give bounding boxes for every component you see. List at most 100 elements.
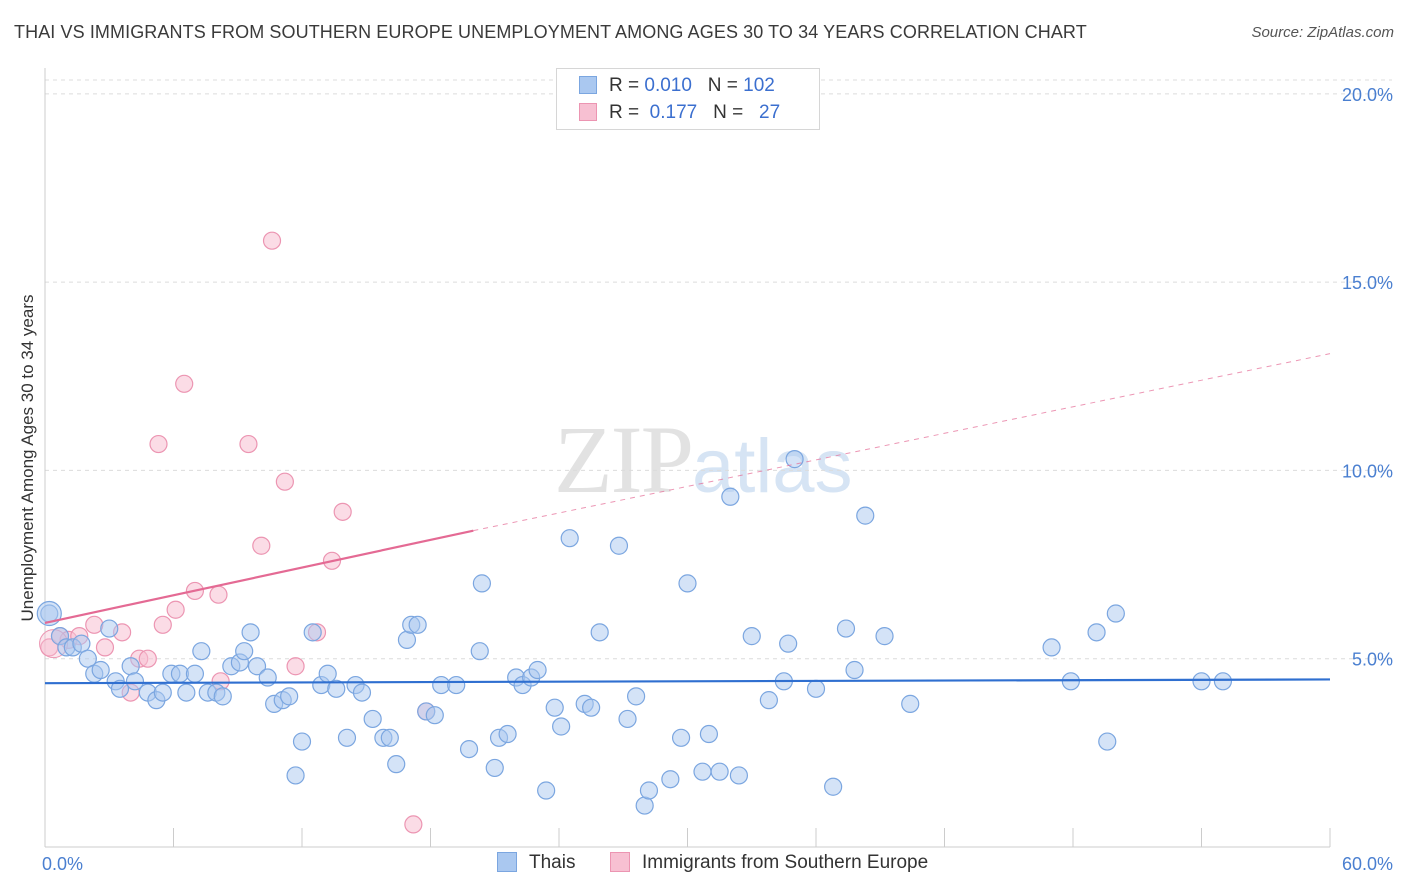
data-point-southern-europe xyxy=(252,536,271,555)
data-point-southern-europe xyxy=(153,615,172,634)
y-tick-label: 15.0% xyxy=(1342,273,1393,293)
legend-n-value: 102 xyxy=(743,75,775,96)
data-point-thais xyxy=(639,781,659,800)
data-point-thais xyxy=(303,623,322,642)
data-point-thais xyxy=(824,777,843,796)
data-point-thais xyxy=(363,709,382,729)
legend-swatch-thais xyxy=(497,852,517,872)
axes xyxy=(44,68,1331,848)
data-point-thais xyxy=(537,781,556,800)
legend-row-southern-europe: R = 0.177 N = 27 xyxy=(579,102,780,126)
chart-title: THAI VS IMMIGRANTS FROM SOUTHERN EUROPE … xyxy=(14,22,1087,42)
data-point-thais xyxy=(545,698,564,717)
trend-line-southern-europe-extended xyxy=(473,353,1331,532)
data-point-thais xyxy=(710,762,729,781)
data-point-thais xyxy=(1061,672,1080,691)
legend-r-label: R = xyxy=(609,75,640,96)
legend-n-label: N = xyxy=(707,75,738,96)
watermark-atlas: atlas xyxy=(692,424,853,509)
data-point-thais xyxy=(292,732,312,751)
data-point-thais xyxy=(699,724,719,744)
legend-swatch-southern-europe xyxy=(579,103,597,121)
data-point-thais xyxy=(1213,672,1233,691)
legend-row-thais: R = 0.010 N = 102 xyxy=(579,75,775,99)
legend-n-label: N = xyxy=(713,102,744,123)
data-point-thais xyxy=(337,728,357,747)
legend-r-value: 0.010 xyxy=(644,75,692,96)
legend-item-southern-europe[interactable]: Immigrants from Southern Europe xyxy=(610,852,928,874)
data-point-thais xyxy=(447,675,466,695)
data-point-thais xyxy=(352,683,372,702)
data-point-southern-europe xyxy=(149,434,168,454)
data-point-thais xyxy=(318,664,337,683)
data-point-thais xyxy=(1042,638,1061,657)
legend-item-thais[interactable]: Thais xyxy=(497,852,575,874)
data-point-thais xyxy=(121,657,140,676)
y-axis-label: Unemployment Among Ages 30 to 34 years xyxy=(18,294,37,622)
data-point-thais xyxy=(721,487,740,506)
data-point-thais xyxy=(609,536,629,555)
series-southern-europe xyxy=(39,231,436,834)
data-point-thais xyxy=(1192,672,1211,691)
data-point-thais xyxy=(247,657,267,676)
watermark: ZIPatlas xyxy=(554,404,853,515)
source-label: Source: ZipAtlas.com xyxy=(1251,24,1394,41)
data-point-thais xyxy=(397,630,417,649)
data-point-thais xyxy=(125,672,145,691)
y-tick-label: 10.0% xyxy=(1342,461,1393,481)
data-point-thais xyxy=(192,642,211,661)
data-point-thais xyxy=(213,687,232,706)
data-point-thais xyxy=(678,574,697,593)
data-point-thais xyxy=(280,687,299,706)
legend-label-southern-europe: Immigrants from Southern Europe xyxy=(642,852,929,873)
data-point-thais xyxy=(235,642,254,661)
data-point-thais xyxy=(693,762,712,781)
data-point-thais xyxy=(1106,604,1125,623)
data-point-thais xyxy=(560,529,579,548)
data-point-southern-europe xyxy=(95,638,115,657)
data-point-southern-europe xyxy=(166,600,185,619)
data-point-southern-europe xyxy=(85,615,104,634)
data-point-thais xyxy=(153,683,172,702)
data-point-thais xyxy=(387,755,406,774)
data-point-thais xyxy=(380,728,399,747)
data-point-thais xyxy=(185,664,205,683)
data-point-thais xyxy=(590,623,609,642)
legend-r-value: 0.177 xyxy=(649,102,698,123)
data-point-southern-europe xyxy=(286,657,305,676)
data-point-thais xyxy=(286,766,305,785)
legend-swatch-thais xyxy=(579,76,597,94)
trend-lines xyxy=(44,353,1331,685)
data-point-thais xyxy=(485,758,504,778)
data-point-thais xyxy=(425,706,444,725)
data-point-thais xyxy=(806,679,826,698)
data-point-thais-cluster xyxy=(36,600,62,627)
legend-r-label: R = xyxy=(609,102,640,123)
data-point-thais xyxy=(661,770,680,789)
grid-lines xyxy=(45,79,1392,660)
trend-line-thais xyxy=(44,678,1331,685)
series-thais xyxy=(36,450,1233,815)
data-point-thais xyxy=(472,574,491,593)
data-point-southern-europe xyxy=(138,649,157,668)
data-point-thais xyxy=(779,634,798,653)
data-point-thais xyxy=(470,642,489,661)
data-point-thais xyxy=(110,679,130,698)
data-point-thais xyxy=(177,683,196,702)
data-point-thais xyxy=(759,691,778,710)
data-point-southern-europe xyxy=(262,231,282,250)
data-point-thais xyxy=(1087,623,1106,642)
data-point-thais xyxy=(72,634,91,653)
data-point-thais xyxy=(1098,732,1117,751)
data-point-thais xyxy=(729,766,749,785)
data-point-southern-europe xyxy=(175,374,194,393)
y-tick-label: 20.0% xyxy=(1342,85,1393,105)
legend-swatch-southern-europe xyxy=(610,852,630,872)
data-point-thais xyxy=(671,728,691,747)
data-point-southern-europe xyxy=(333,502,352,521)
data-point-thais xyxy=(742,627,761,646)
data-point-thais xyxy=(618,709,637,729)
data-point-thais xyxy=(408,615,427,634)
y-tick-label: 5.0% xyxy=(1352,650,1393,670)
